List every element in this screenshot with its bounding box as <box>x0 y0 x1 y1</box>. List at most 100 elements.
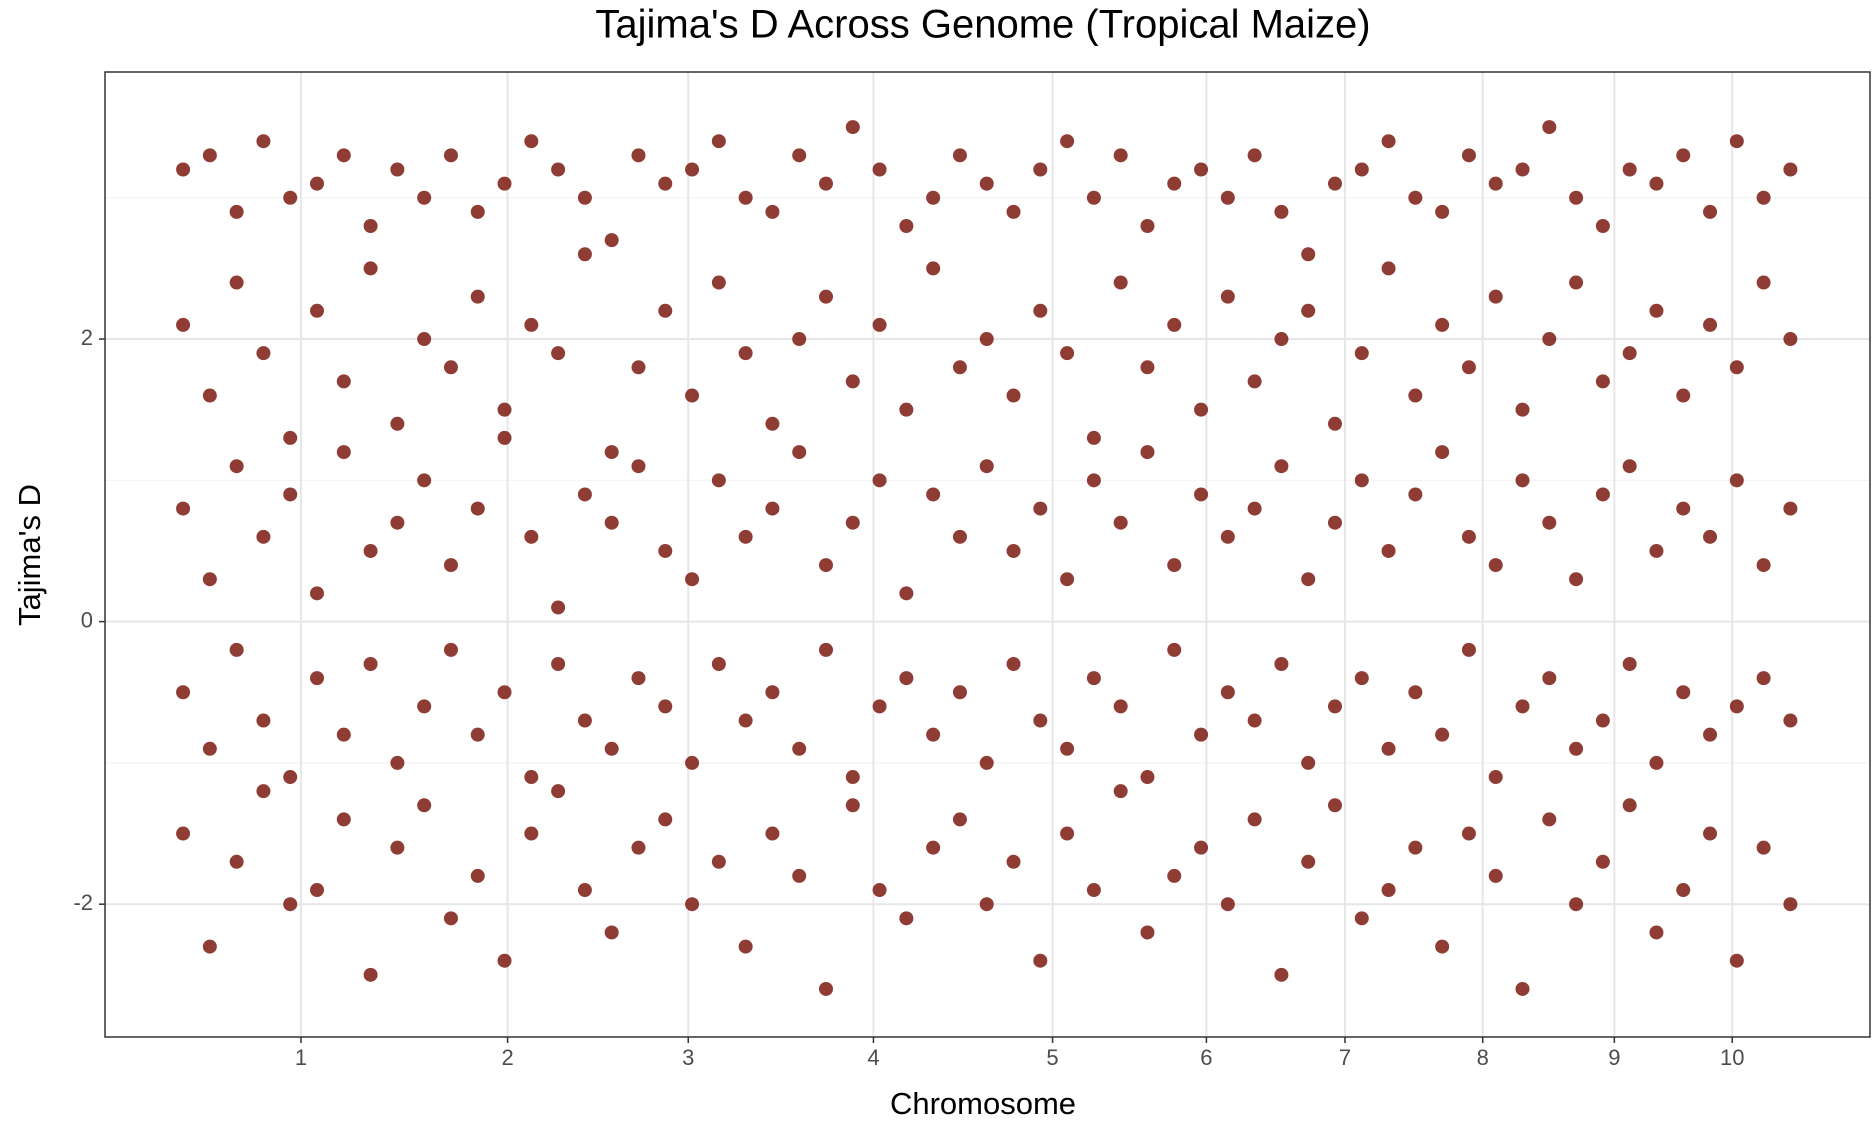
point <box>1033 713 1048 728</box>
point <box>1060 572 1075 587</box>
point <box>1194 162 1209 177</box>
point <box>1542 332 1557 347</box>
point <box>229 275 244 290</box>
point <box>1676 685 1691 700</box>
point <box>658 303 673 318</box>
point <box>819 642 834 657</box>
x-tick-label: 1 <box>295 1045 307 1070</box>
point <box>685 755 700 770</box>
point <box>1354 911 1369 926</box>
point <box>792 868 807 883</box>
point <box>631 671 646 686</box>
point <box>417 699 432 714</box>
x-tick-label: 10 <box>1720 1045 1744 1070</box>
point <box>443 642 458 657</box>
point <box>1435 727 1450 742</box>
point <box>577 247 592 262</box>
point <box>1756 275 1771 290</box>
point <box>1676 501 1691 516</box>
point <box>685 897 700 912</box>
point <box>1729 134 1744 149</box>
point <box>765 685 780 700</box>
point <box>1354 346 1369 361</box>
point <box>604 925 619 940</box>
point <box>310 303 325 318</box>
point <box>363 219 378 234</box>
axes: -2 0 2 1 2 3 4 5 6 7 8 9 10 <box>73 325 1744 1070</box>
point <box>926 190 941 205</box>
point <box>631 459 646 474</box>
point <box>1113 784 1128 799</box>
point <box>631 360 646 375</box>
point <box>1703 529 1718 544</box>
point <box>443 148 458 163</box>
y-tick-label: 0 <box>81 607 93 632</box>
point <box>202 388 217 403</box>
point <box>1381 261 1396 276</box>
point <box>926 487 941 502</box>
point <box>1247 374 1262 389</box>
point <box>417 190 432 205</box>
point <box>470 204 485 219</box>
y-tick-label: 2 <box>81 325 93 350</box>
point <box>1783 713 1798 728</box>
point <box>1729 473 1744 488</box>
point <box>1086 190 1101 205</box>
point <box>1274 204 1289 219</box>
point <box>202 741 217 756</box>
point <box>1247 148 1262 163</box>
point <box>202 939 217 954</box>
point <box>497 685 512 700</box>
point <box>283 897 298 912</box>
point <box>1060 134 1075 149</box>
point <box>1595 487 1610 502</box>
point <box>551 346 566 361</box>
point <box>738 190 753 205</box>
point <box>256 134 271 149</box>
point <box>711 473 726 488</box>
point <box>792 148 807 163</box>
point <box>1006 543 1021 558</box>
point <box>979 459 994 474</box>
point <box>1461 529 1476 544</box>
point <box>1247 501 1262 516</box>
point <box>899 911 914 926</box>
point <box>524 134 539 149</box>
point <box>1140 219 1155 234</box>
point <box>176 501 191 516</box>
point <box>952 685 967 700</box>
point <box>577 190 592 205</box>
point <box>1461 360 1476 375</box>
point <box>765 826 780 841</box>
point <box>685 572 700 587</box>
point <box>1167 868 1182 883</box>
point <box>845 374 860 389</box>
point <box>819 558 834 573</box>
point <box>872 317 887 332</box>
point <box>1569 275 1584 290</box>
point <box>310 176 325 191</box>
point <box>1649 925 1664 940</box>
point <box>1515 981 1530 996</box>
point <box>363 543 378 558</box>
point <box>1033 953 1048 968</box>
point <box>1006 204 1021 219</box>
point <box>1461 826 1476 841</box>
point <box>685 162 700 177</box>
point <box>1729 360 1744 375</box>
point <box>1435 317 1450 332</box>
point <box>1649 755 1664 770</box>
point <box>417 332 432 347</box>
point <box>1488 868 1503 883</box>
point <box>1408 685 1423 700</box>
point <box>1194 402 1209 417</box>
point <box>1113 275 1128 290</box>
point <box>1703 826 1718 841</box>
point <box>1301 854 1316 869</box>
point <box>899 219 914 234</box>
point <box>1542 812 1557 827</box>
point <box>1301 572 1316 587</box>
point <box>1140 770 1155 785</box>
point <box>1408 190 1423 205</box>
